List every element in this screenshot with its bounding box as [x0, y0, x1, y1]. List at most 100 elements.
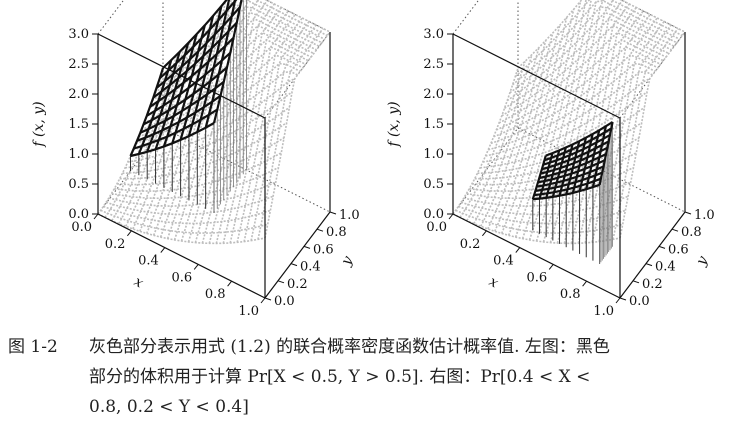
x-tick-label: 1.0 — [593, 304, 614, 319]
highlight-surface-line — [187, 5, 223, 137]
highlight-surface-line — [541, 140, 610, 171]
z-tick-label: 2.5 — [68, 57, 89, 72]
box-edge-solid — [264, 211, 331, 299]
surface-gridline — [154, 6, 323, 94]
x-tick-label: 0.6 — [527, 270, 548, 285]
surface-gridline — [605, 24, 672, 241]
x-tick-label: 0.2 — [460, 237, 481, 252]
y-tick-mark — [684, 211, 692, 215]
x-tick-label: 0.4 — [138, 254, 159, 269]
surface-gridline — [100, 209, 268, 234]
surface-gridline — [495, 38, 664, 131]
surface-gridline — [509, 6, 678, 94]
surface-gridline — [542, 0, 605, 243]
y-tick-mark — [303, 245, 311, 249]
z-tick-label: 2.0 — [423, 87, 444, 102]
highlight-surface-line — [162, 0, 228, 69]
y-tick-mark — [290, 263, 298, 267]
surface-gridline — [501, 24, 670, 117]
x-tick-mark — [615, 297, 621, 304]
y-axis-label: y — [338, 253, 357, 269]
x-tick-label: 0.0 — [71, 220, 92, 235]
highlight-surface-line — [196, 0, 231, 133]
surface-gridline — [250, 24, 317, 241]
highlight-surface-line — [578, 133, 594, 192]
surface-gridline — [514, 0, 582, 238]
y-tick-mark — [671, 228, 679, 232]
surface-gridline — [264, 31, 331, 239]
surface-gridline — [194, 0, 260, 243]
surface-gridline — [612, 28, 679, 240]
y-tick-label: 0.8 — [326, 225, 347, 240]
surface-gridline — [201, 0, 269, 244]
z-tick-label: 2.0 — [68, 87, 89, 102]
caption-line-2: 部分的体积用于计算 Pr[X < 0.5, Y > 0.5]. 右图：Pr[0.… — [89, 367, 591, 387]
z-tick-label: 3.0 — [423, 27, 444, 42]
z-axis-label: f (x, y) — [386, 101, 402, 147]
highlight-surface-line — [146, 51, 232, 117]
x-tick-mark — [227, 280, 232, 287]
surface-gridline — [563, 3, 630, 244]
x-tick-mark — [160, 247, 166, 253]
caption-line-1: 灰色部分表示用式 (1.2) 的联合概率密度函数估计概率值. 左图：黑色 — [89, 337, 610, 357]
highlight-surface-line — [585, 130, 601, 190]
z-tick-label: 1.0 — [68, 147, 89, 162]
surface-gridline — [517, 0, 686, 69]
box-edge-solid — [97, 33, 266, 119]
box-edge-solid — [452, 33, 621, 119]
y-axis-label: y — [693, 253, 712, 269]
y-tick-label: 0.4 — [655, 260, 676, 275]
z-axis-label: f (x, y) — [31, 101, 47, 147]
x-tick-label: 0.8 — [560, 287, 581, 302]
highlight-surface-line — [212, 0, 243, 124]
y-tick-label: 0.0 — [629, 294, 650, 309]
left-surface-plot: 0.0 0.5 1.0 1.5 2.0 2.5 3.0 0.0 0.2 0.4 0.6 0.8 1.0 0… — [31, 0, 360, 319]
surface-gridline — [222, 10, 289, 244]
surface-gridline — [173, 0, 237, 241]
surface-gridline — [619, 31, 686, 239]
z-tick-label: 1.0 — [423, 147, 444, 162]
figure-panels: 0.0 0.5 1.0 1.5 2.0 2.5 3.0 0.0 0.2 0.4 0.6 0.8 1.0 0… — [31, 0, 715, 319]
box-edge-solid — [452, 213, 621, 299]
x-tick-mark — [548, 264, 554, 270]
surface-gridline — [187, 0, 250, 243]
z-tick-label: 0.0 — [68, 207, 89, 222]
surface-gridline — [243, 21, 310, 242]
box-edge-solid — [619, 211, 686, 299]
x-tick-mark — [127, 230, 132, 237]
highlight-surface-line — [542, 133, 611, 166]
highlight-surface-line — [155, 6, 241, 89]
y-tick-mark — [658, 245, 666, 249]
box-edge-solid — [97, 213, 266, 299]
z-tick-label: 3.0 — [68, 27, 89, 42]
highlight-surface-line — [540, 146, 608, 175]
surface-gridline — [556, 0, 624, 244]
y-tick-mark — [632, 280, 640, 284]
surface-gridline — [512, 0, 680, 86]
surface-gridline — [135, 54, 304, 145]
highlight-surface-line — [152, 21, 238, 99]
surface-gridline — [257, 28, 324, 240]
x-tick-mark — [260, 297, 266, 304]
x-tick-label: 0.4 — [493, 254, 514, 269]
highlight-surface-line — [159, 0, 238, 80]
x-tick-label: 0.0 — [426, 220, 447, 235]
y-tick-mark — [264, 297, 272, 301]
x-tick-mark — [515, 247, 521, 253]
y-tick-label: 0.2 — [642, 277, 663, 292]
surface-gridline — [157, 0, 325, 86]
y-tick-mark — [316, 228, 324, 232]
x-tick-label: 1.0 — [238, 304, 259, 319]
surface-gridline — [236, 17, 303, 243]
highlight-surface-line — [571, 137, 587, 194]
x-tick-mark — [582, 280, 587, 287]
y-tick-label: 0.6 — [668, 242, 689, 257]
x-tick-label: 0.6 — [172, 270, 193, 285]
surface-gridline — [490, 54, 659, 145]
right-surface-plot: 0.0 0.5 1.0 1.5 2.0 2.5 3.0 0.0 0.2 0.4 0.6 0.8 1.0 0… — [386, 0, 715, 319]
surface-gridline — [500, 17, 568, 234]
figure-label: 图 1-2 — [8, 337, 58, 357]
z-tick-label: 2.5 — [423, 57, 444, 72]
y-tick-mark — [645, 263, 653, 267]
y-tick-mark — [277, 280, 285, 284]
